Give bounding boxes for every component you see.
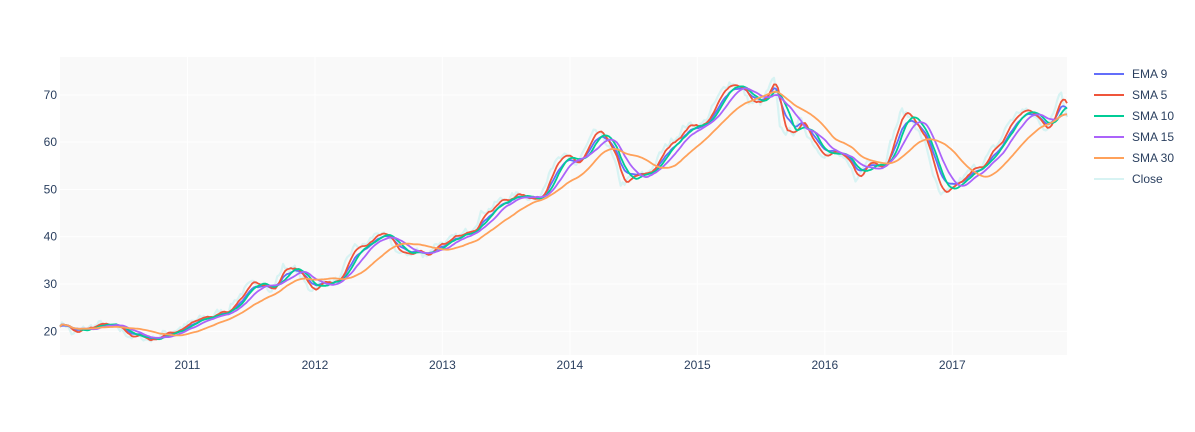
- legend-item-close[interactable]: Close: [1094, 172, 1163, 186]
- legend-item-ema-9[interactable]: EMA 9: [1094, 67, 1168, 81]
- y-axis: 20 30 40 50 60 70: [44, 88, 58, 339]
- legend-label: SMA 10: [1132, 109, 1174, 123]
- legend-item-sma-5[interactable]: SMA 5: [1094, 88, 1168, 102]
- x-tick-label: 2012: [302, 358, 329, 372]
- series-line-sma-30: [59, 90, 1068, 337]
- series-line-sma-5: [59, 83, 1068, 342]
- x-tick-label: 2017: [939, 358, 966, 372]
- y-tick-label: 60: [44, 135, 58, 149]
- y-tick-label: 20: [44, 324, 58, 338]
- legend-item-sma-15[interactable]: SMA 15: [1094, 130, 1174, 144]
- x-tick-label: 2013: [429, 358, 456, 372]
- legend-item-sma-10[interactable]: SMA 10: [1094, 109, 1174, 123]
- series-line-sma-15: [59, 87, 1068, 339]
- y-tick-label: 50: [44, 182, 58, 196]
- legend-label: EMA 9: [1132, 67, 1168, 81]
- legend-item-sma-30[interactable]: SMA 30: [1094, 151, 1174, 165]
- y-tick-label: 30: [44, 277, 58, 291]
- x-tick-label: 2016: [811, 358, 838, 372]
- legend-label: SMA 30: [1132, 151, 1174, 165]
- y-tick-label: 40: [44, 230, 58, 244]
- legend[interactable]: EMA 9 SMA 5 SMA 10 SMA 15 SMA 30 Close: [1094, 67, 1174, 186]
- legend-label: SMA 15: [1132, 130, 1174, 144]
- x-tick-label: 2011: [175, 358, 201, 372]
- grid-lines: [60, 57, 1067, 355]
- legend-label: Close: [1132, 172, 1163, 186]
- series-line-sma-10: [59, 85, 1068, 341]
- x-tick-label: 2015: [684, 358, 711, 372]
- y-tick-label: 70: [44, 88, 58, 102]
- x-axis: 2011 2012 2013 2014 2015 2016 2017: [175, 358, 966, 372]
- legend-label: SMA 5: [1132, 88, 1168, 102]
- series-lines: [58, 76, 1069, 343]
- x-tick-label: 2014: [557, 358, 584, 372]
- plot-background: [60, 57, 1067, 355]
